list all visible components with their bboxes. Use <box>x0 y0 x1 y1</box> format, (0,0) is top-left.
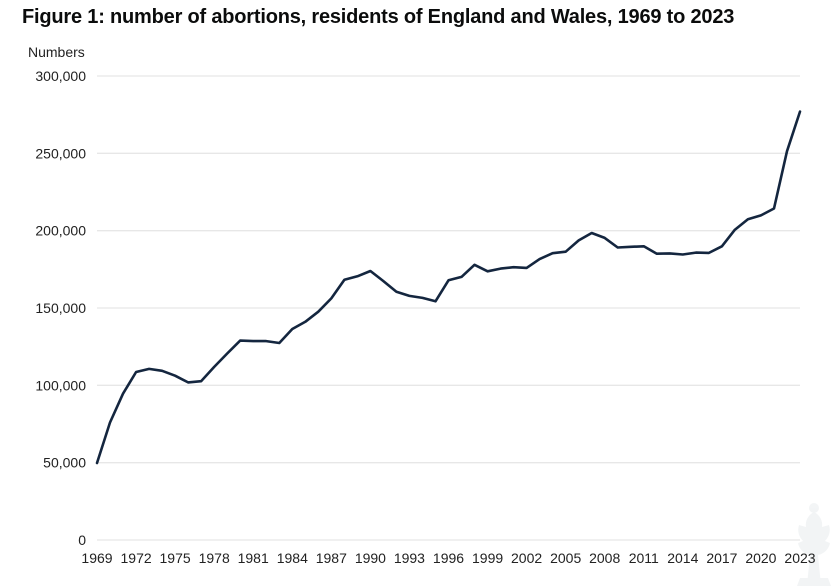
x-axis-tick-label: 2011 <box>629 550 659 566</box>
y-axis-tick-label: 0 <box>78 532 86 548</box>
x-axis-tick-label: 2017 <box>706 550 737 566</box>
x-axis-tick-label: 1996 <box>433 550 464 566</box>
y-axis-tick-labels-group: 0 50,000 100,000 150,000 200,000 250,000 300,0… <box>35 68 86 548</box>
abortions-line-series <box>95 110 802 465</box>
y-axis-tick-label: 150,000 <box>35 300 86 316</box>
x-axis-tick-label: 2020 <box>745 550 776 566</box>
x-axis-tick-label: 1999 <box>472 550 503 566</box>
x-axis-tick-label: 1978 <box>199 550 230 566</box>
x-axis-tick-label: 2005 <box>550 550 581 566</box>
y-axis-tick-label: 50,000 <box>43 455 86 471</box>
x-axis-tick-label: 2023 <box>784 550 815 566</box>
x-axis-tick-label: 2014 <box>667 550 698 566</box>
chart-title: Figure 1: number of abortions, residents… <box>22 6 735 28</box>
x-axis-tick-label: 2008 <box>589 550 620 566</box>
x-axis-tick-label: 1990 <box>355 550 386 566</box>
gridlines-group <box>97 75 800 541</box>
y-axis-tick-label: 300,000 <box>35 68 86 84</box>
y-axis-unit-label: Numbers <box>28 44 85 60</box>
x-axis-tick-label: 1984 <box>277 550 308 566</box>
x-axis-tick-label: 1969 <box>81 550 112 566</box>
series-group <box>95 110 802 465</box>
x-axis-tick-label: 1987 <box>316 550 347 566</box>
x-axis-tick-label: 2002 <box>511 550 542 566</box>
x-axis-tick-label: 1993 <box>394 550 425 566</box>
x-axis-tick-label: 1972 <box>121 550 152 566</box>
y-axis-tick-label: 200,000 <box>35 223 86 239</box>
y-axis-tick-label: 250,000 <box>35 145 86 161</box>
y-axis-tick-label: 100,000 <box>35 377 86 393</box>
watermark-crest-emblem <box>797 503 831 586</box>
x-axis-tick-label: 1975 <box>160 550 191 566</box>
x-axis-tick-label: 1981 <box>238 550 269 566</box>
x-axis-tick-labels-group: 1969 1972 1975 1978 1981 1984 1987 1990 1993 1996… <box>81 550 815 566</box>
